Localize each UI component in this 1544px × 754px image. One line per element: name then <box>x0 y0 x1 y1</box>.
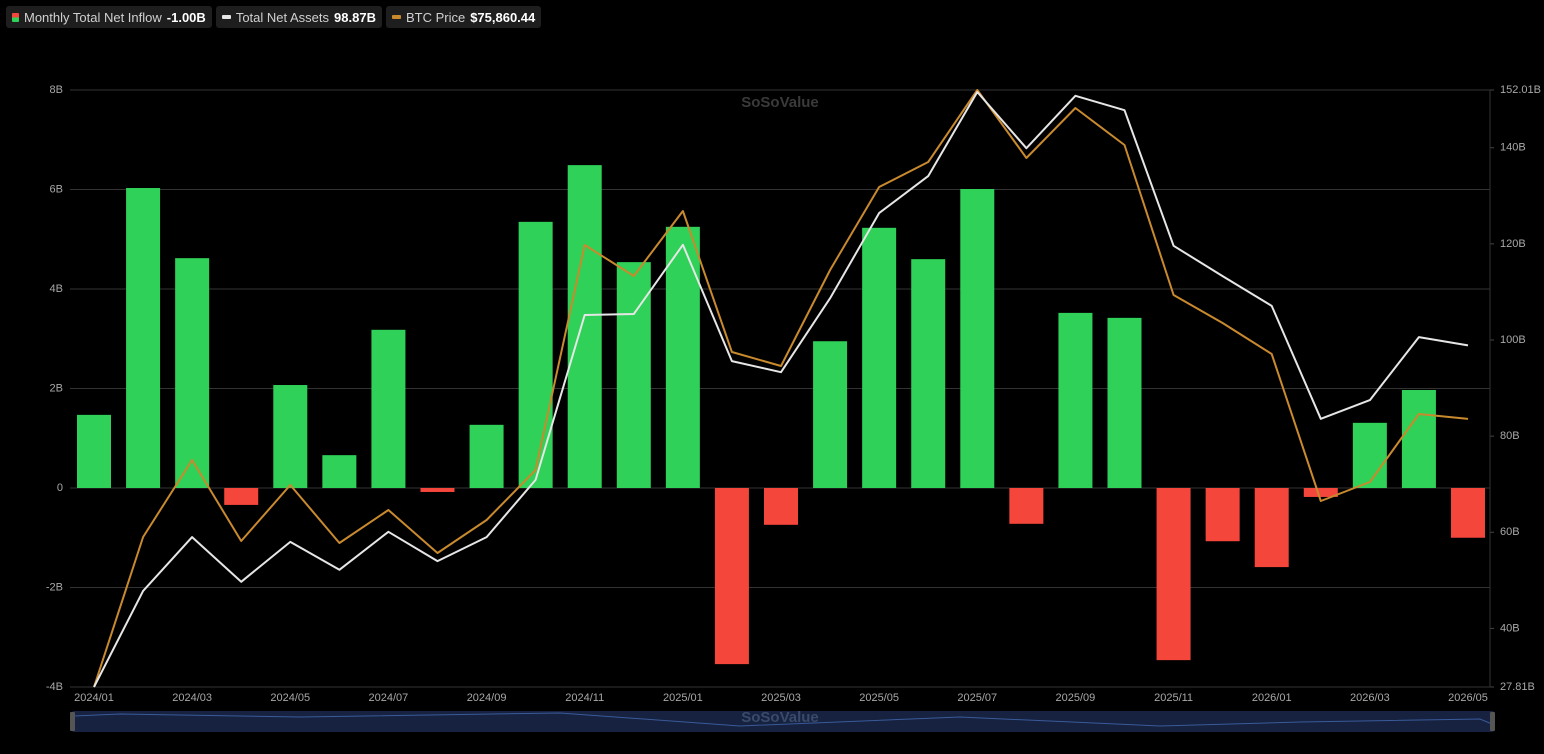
legend-icon <box>221 15 231 19</box>
bar <box>862 227 897 488</box>
y-tick-label: -4B <box>46 681 63 693</box>
bar <box>175 258 210 488</box>
bar <box>714 488 749 665</box>
x-tick-label: 2024/05 <box>270 692 310 704</box>
bar <box>322 455 357 488</box>
legend-icon <box>391 15 401 19</box>
legend-item[interactable]: Total Net Assets 98.87B <box>215 6 382 28</box>
bar <box>224 488 259 505</box>
watermark: SoSoValue <box>741 94 819 111</box>
legend-value: $75,860.44 <box>470 9 536 25</box>
bar <box>1009 488 1044 524</box>
bar <box>469 424 504 488</box>
y2-tick-label: 40B <box>1500 622 1520 634</box>
y2-tick-label: 152.01B <box>1500 84 1541 96</box>
watermark: SoSoValue <box>741 709 819 726</box>
y2-tick-label: 80B <box>1500 430 1520 442</box>
bar <box>1156 488 1191 661</box>
y-tick-label: 4B <box>50 283 63 295</box>
x-tick-label: 2024/07 <box>369 692 409 704</box>
legend-item[interactable]: Monthly Total Net Inflow -1.00B <box>6 6 212 28</box>
bar <box>1401 389 1436 488</box>
legend-value: -1.00B <box>166 9 206 25</box>
legend-label: Monthly Total Net Inflow <box>24 9 162 25</box>
navigator[interactable] <box>72 711 1494 732</box>
x-tick-label: 2025/03 <box>761 692 801 704</box>
bar <box>273 385 308 488</box>
y2-tick-label: 140B <box>1500 142 1526 154</box>
x-tick-label: 2025/11 <box>1154 692 1193 704</box>
x-tick-label: 2024/11 <box>565 692 604 704</box>
bar <box>960 189 995 488</box>
bar <box>1303 488 1338 497</box>
bar <box>1254 488 1289 568</box>
bar <box>911 259 946 488</box>
legend-label: BTC Price <box>405 9 466 25</box>
bar <box>616 262 651 488</box>
legend-label: Total Net Assets <box>235 9 330 25</box>
y-tick-label: -2B <box>46 581 63 593</box>
y-tick-label: 8B <box>50 84 63 96</box>
bar <box>126 188 161 488</box>
y2-tick-label: 27.81B <box>1500 681 1535 693</box>
bar <box>77 414 111 488</box>
bar <box>1205 488 1240 542</box>
bar <box>420 488 455 492</box>
navigator-line <box>73 712 1493 727</box>
x-tick-label: 2024/03 <box>172 692 212 704</box>
legend: Monthly Total Net Inflow -1.00B Total Net … <box>6 6 542 28</box>
navigator-handle[interactable] <box>1490 712 1495 731</box>
y2-tick-label: 100B <box>1500 334 1526 346</box>
bar <box>567 165 602 488</box>
bar <box>1107 317 1142 488</box>
y-tick-label: 0 <box>57 482 63 494</box>
y-tick-label: 2B <box>50 382 63 394</box>
bar <box>1058 312 1093 488</box>
x-tick-label: 2024/09 <box>467 692 507 704</box>
line <box>93 89 1469 688</box>
bar <box>1451 488 1485 538</box>
y2-tick-label: 120B <box>1500 238 1526 250</box>
bar <box>518 221 553 488</box>
x-tick-label: 2026/01 <box>1252 692 1292 704</box>
y2-tick-label: 60B <box>1500 526 1520 538</box>
x-tick-label: 2025/09 <box>1056 692 1096 704</box>
bar <box>1352 422 1387 488</box>
navigator-handle[interactable] <box>70 712 75 731</box>
x-tick-label: 2025/01 <box>663 692 703 704</box>
x-tick-label: 2024/01 <box>74 692 114 704</box>
legend-item[interactable]: BTC Price $75,860.44 <box>385 6 542 28</box>
bar <box>813 341 848 488</box>
y-tick-label: 6B <box>50 183 63 195</box>
bar <box>371 329 406 488</box>
bar <box>764 488 798 525</box>
x-tick-label: 2025/07 <box>957 692 997 704</box>
x-tick-label: 2026/05 <box>1448 692 1488 704</box>
x-tick-label: 2026/03 <box>1350 692 1390 704</box>
legend-icon <box>12 12 19 22</box>
line <box>93 91 1469 688</box>
bar <box>665 226 700 488</box>
x-tick-label: 2025/05 <box>859 692 899 704</box>
legend-value: 98.87B <box>334 9 376 25</box>
